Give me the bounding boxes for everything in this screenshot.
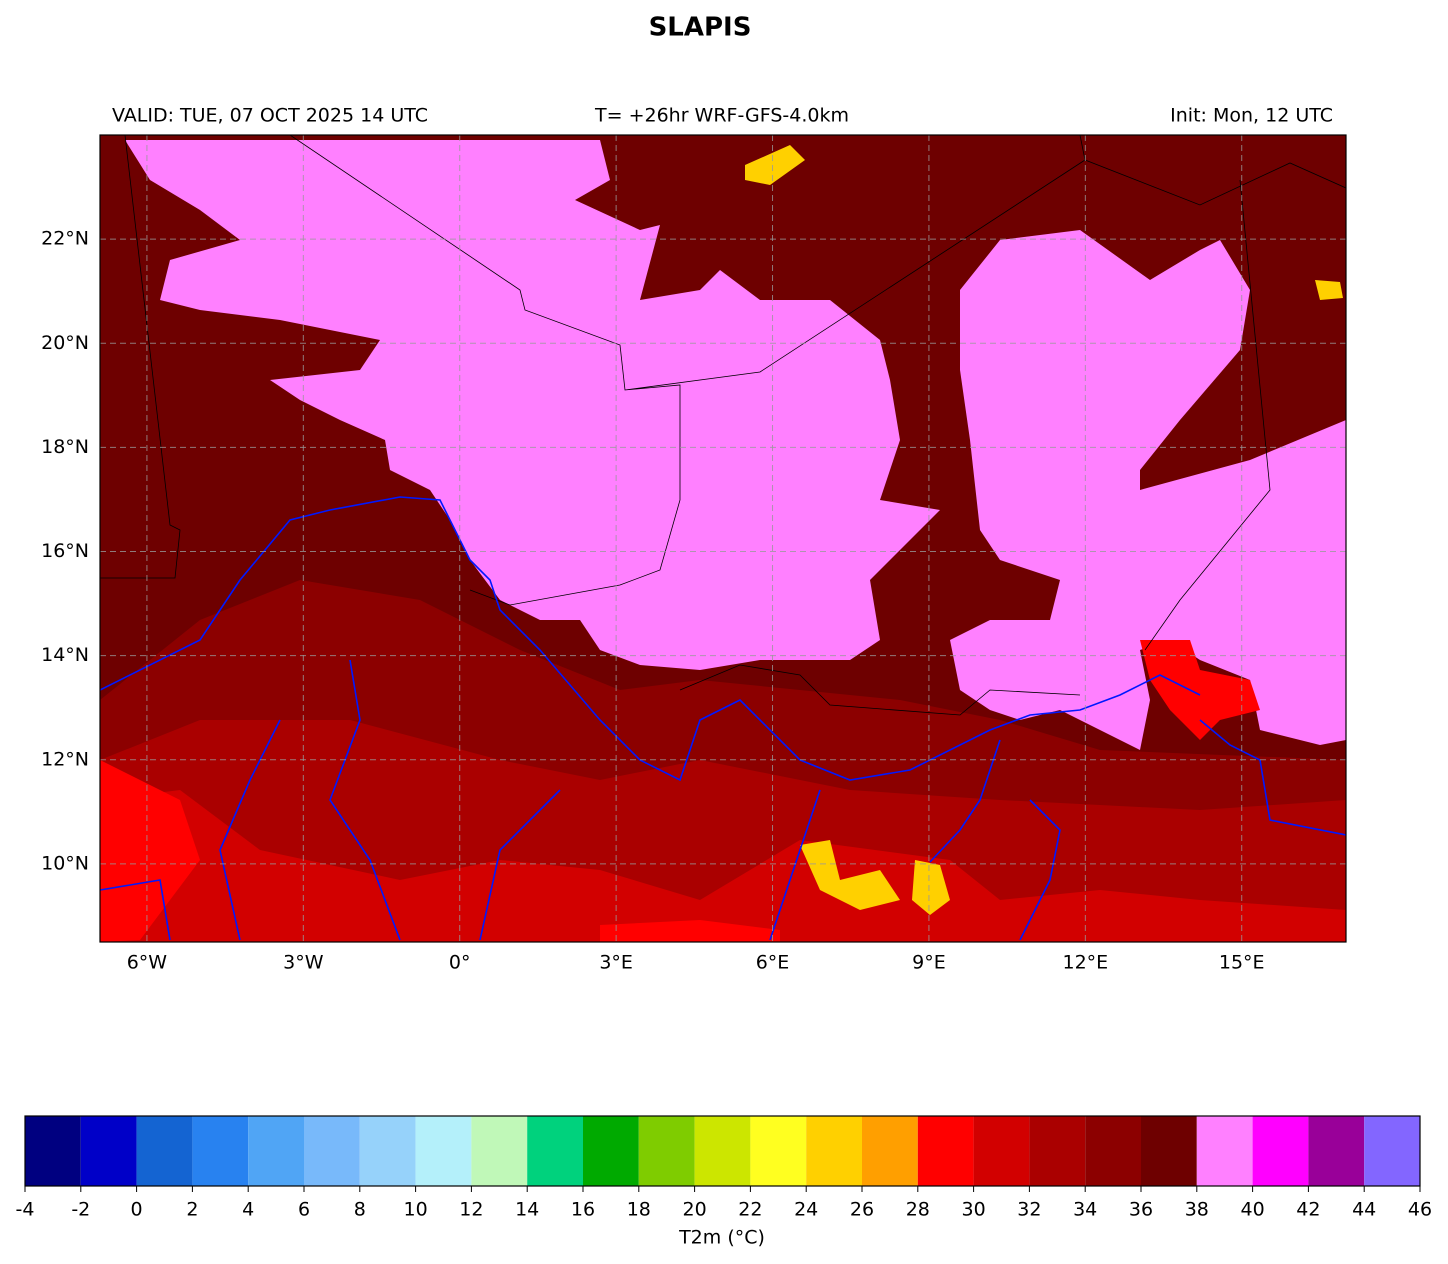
colorbar: -4 -2 0 2 4 6 8 10 12 14 16 18 20 22 24 26 28 30 32 34 36 38 4… [16, 1115, 1432, 1221]
colorbar-tick-label: 16 [571, 1199, 595, 1221]
colorbar-bin [806, 1116, 862, 1186]
colorbar-bin [1364, 1116, 1420, 1186]
colorbar-tick-label: 32 [1017, 1199, 1041, 1221]
x-tick-label: 3°E [599, 952, 633, 974]
colorbar-tick-label: 18 [627, 1199, 651, 1221]
x-tick-label: 0° [449, 952, 471, 974]
colorbar-bin [917, 1116, 974, 1186]
colorbar-tick-label: 0 [131, 1199, 143, 1221]
colorbar-bin [1252, 1116, 1309, 1186]
colorbar-tick-label: 6 [298, 1199, 310, 1221]
x-tick-label: 6°W [127, 952, 168, 974]
colorbar-tick-label: 24 [794, 1199, 818, 1221]
y-tick-label: 10°N [41, 852, 89, 874]
y-tick-label: 14°N [41, 644, 89, 666]
colorbar-bin [80, 1116, 137, 1186]
colorbar-bin [1308, 1116, 1365, 1186]
colorbar-bin [1085, 1116, 1141, 1186]
colorbar-bin [248, 1116, 304, 1186]
colorbar-bin [1196, 1116, 1253, 1186]
colorbar-tick-label: -4 [16, 1199, 35, 1221]
y-tick-label: 18°N [41, 436, 89, 458]
x-tick-label: 6°E [756, 952, 790, 974]
y-tick-label: 20°N [41, 332, 89, 354]
colorbar-bin [415, 1116, 472, 1186]
colorbar-bin [527, 1116, 583, 1186]
colorbar-tick-label: 28 [906, 1199, 930, 1221]
graticule [100, 135, 1346, 942]
map-field [100, 135, 1346, 942]
colorbar-bin [192, 1116, 249, 1186]
y-tick-label: 22°N [41, 228, 89, 250]
colorbar-tick-label: 12 [459, 1199, 483, 1221]
colorbar-tick-label: 46 [1408, 1199, 1432, 1221]
colorbar-tick-label: 20 [683, 1199, 707, 1221]
x-tick-label: 12°E [1062, 952, 1108, 974]
colorbar-tick-label: 38 [1185, 1199, 1209, 1221]
colorbar-tick-label: -2 [71, 1199, 90, 1221]
colorbar-tick-label: 10 [404, 1199, 428, 1221]
colorbar-tick-label: 44 [1352, 1199, 1376, 1221]
colorbar-bin [694, 1116, 751, 1186]
colorbar-bin [862, 1116, 918, 1186]
colorbar-bin [304, 1116, 360, 1186]
colorbar-bin [583, 1116, 639, 1186]
colorbar-tick-label: 8 [354, 1199, 366, 1221]
y-tick-label: 12°N [41, 748, 89, 770]
colorbar-tick-label: 26 [850, 1199, 874, 1221]
title: SLAPIS [649, 13, 752, 43]
colorbar-tick-label: 34 [1073, 1199, 1097, 1221]
colorbar-tick-label: 14 [515, 1199, 539, 1221]
y-tick-label: 16°N [41, 540, 89, 562]
colorbar-tick-label: 4 [242, 1199, 254, 1221]
valid-time: VALID: TUE, 07 OCT 2025 14 UTC [112, 105, 428, 127]
init-time: Init: Mon, 12 UTC [1170, 105, 1333, 127]
colorbar-tick-label: 40 [1241, 1199, 1265, 1221]
colorbar-bin [973, 1116, 1030, 1186]
colorbar-bin [25, 1116, 81, 1186]
colorbar-bin [1141, 1116, 1197, 1186]
map-frame [99, 134, 1347, 943]
colorbar-bin [471, 1116, 528, 1186]
colorbar-bin [136, 1116, 193, 1186]
x-tick-label: 15°E [1219, 952, 1265, 974]
colorbar-bin [1029, 1116, 1086, 1186]
forecast-info: T= +26hr WRF-GFS-4.0km [594, 105, 849, 127]
colorbar-tick-label: 42 [1296, 1199, 1320, 1221]
colorbar-label: T2m (°C) [678, 1227, 765, 1249]
colorbar-bin [359, 1116, 416, 1186]
colorbar-tick-label: 30 [962, 1199, 986, 1221]
colorbar-tick-label: 22 [738, 1199, 762, 1221]
colorbar-tick-label: 2 [186, 1199, 198, 1221]
colorbar-frame [24, 1115, 1421, 1187]
colorbar-bin [638, 1116, 695, 1186]
colorbar-tick-label: 36 [1129, 1199, 1153, 1221]
x-tick-label: 3°W [283, 952, 324, 974]
x-tick-label: 9°E [912, 952, 946, 974]
colorbar-bin [750, 1116, 807, 1186]
